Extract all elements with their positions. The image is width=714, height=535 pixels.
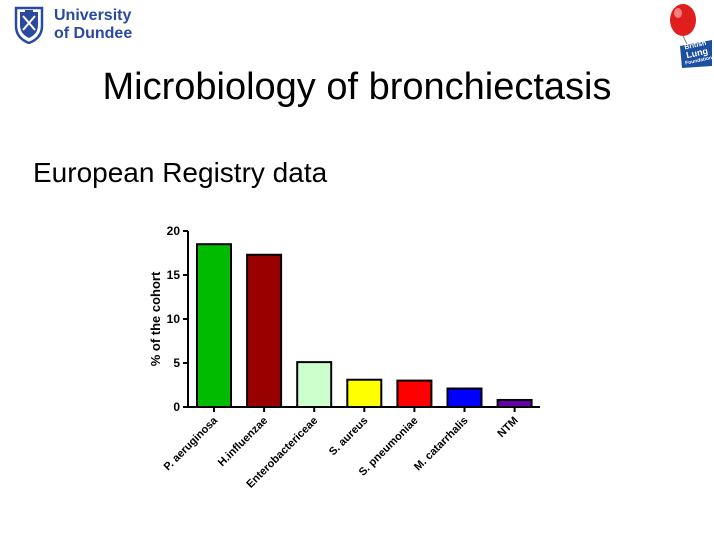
balloon-icon xyxy=(670,4,712,68)
bar-3 xyxy=(346,378,383,409)
bar-0 xyxy=(196,243,232,408)
x-tick-label: P. aeruginosa xyxy=(162,414,221,473)
bar-4 xyxy=(396,379,433,409)
y-tick-label: 20 xyxy=(167,224,181,238)
y-tick-label: 15 xyxy=(167,268,181,282)
x-tick-label: NTM xyxy=(495,415,520,440)
slide-subtitle: European Registry data xyxy=(33,157,328,188)
university-logo-line2: of Dundee xyxy=(54,25,133,42)
bar-1 xyxy=(246,253,283,408)
bar-6 xyxy=(496,398,533,408)
x-tick-label: S. aureus xyxy=(327,415,371,459)
slide-title: Microbiology of bronchiectasis xyxy=(102,66,612,108)
y-tick-label: 0 xyxy=(173,400,180,414)
university-of-dundee-logo: University of Dundee xyxy=(14,6,154,46)
university-logo-line1: University xyxy=(54,7,132,24)
bar-5 xyxy=(446,387,483,408)
british-lung-foundation-logo: British Lung Foundation xyxy=(664,2,713,70)
y-tick-label: 10 xyxy=(167,312,181,326)
chart-bars xyxy=(196,243,533,409)
university-crest-icon xyxy=(14,6,44,44)
x-tick-label: H.influenzae xyxy=(216,415,270,469)
bar-2 xyxy=(296,361,333,408)
y-axis-label: % of the cohort xyxy=(148,271,163,366)
x-tick-label: M. catarrhalis xyxy=(412,415,471,474)
y-tick-label: 5 xyxy=(173,356,180,370)
